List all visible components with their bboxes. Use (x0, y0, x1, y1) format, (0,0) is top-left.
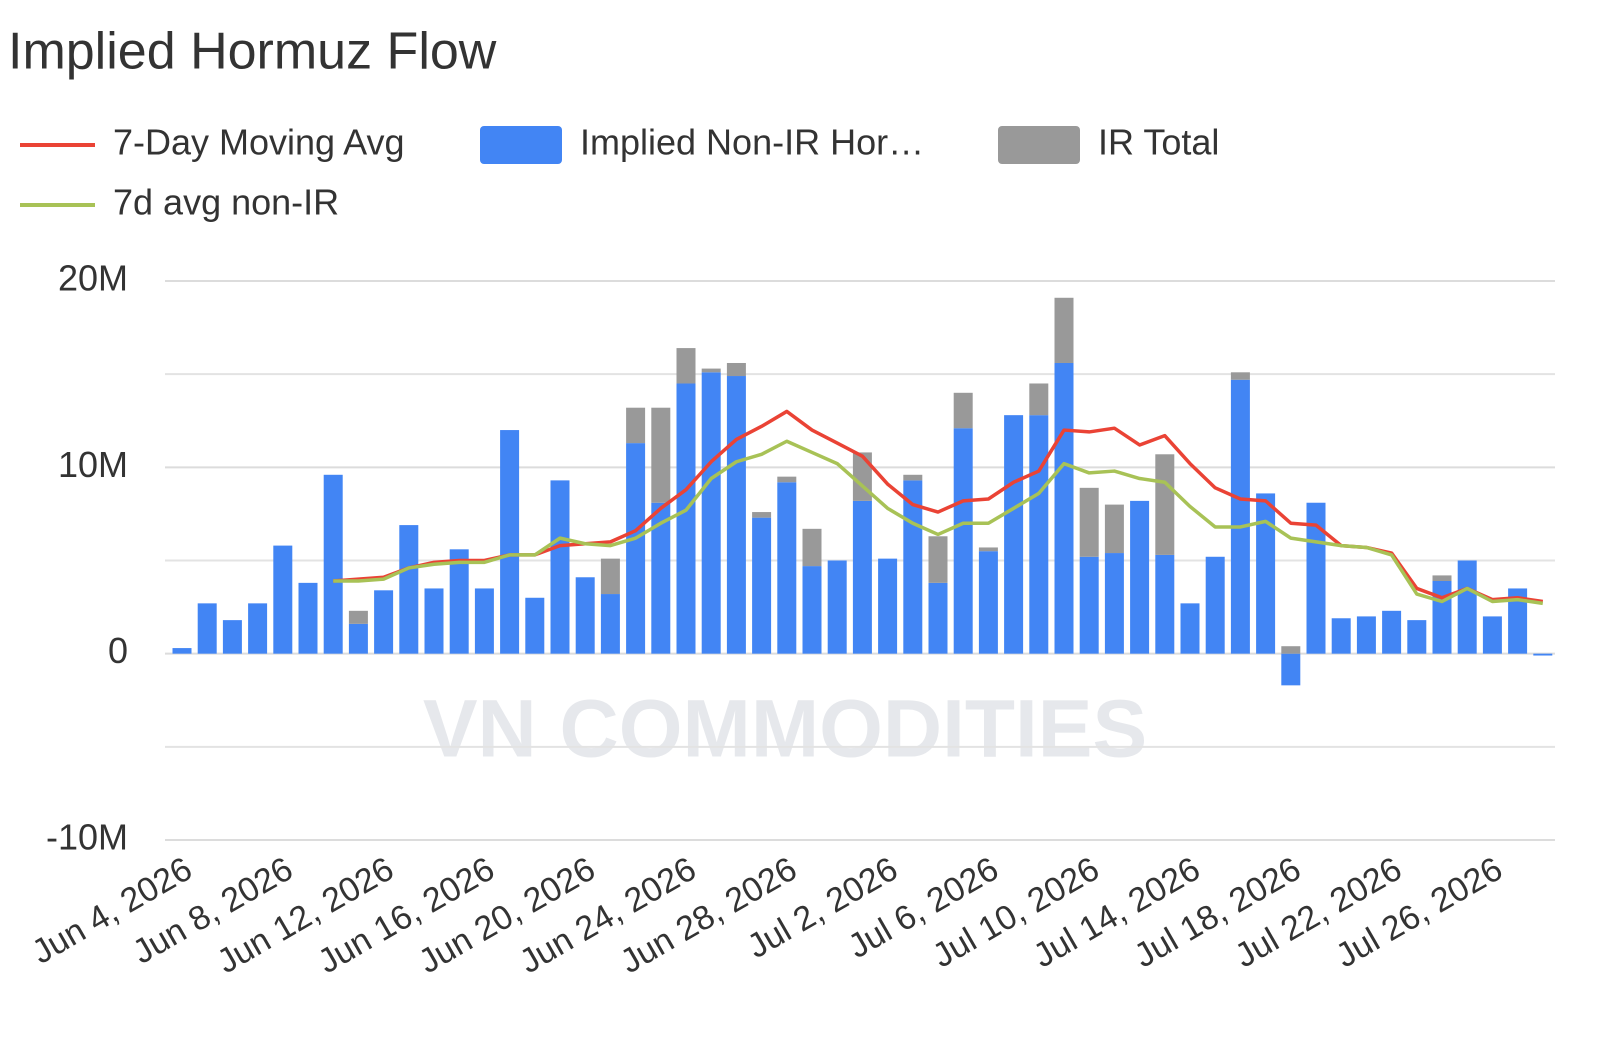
bar (348, 623, 368, 654)
bar (1281, 653, 1301, 686)
bar (1029, 383, 1049, 416)
legend-label: 7d avg non-IR (113, 182, 339, 223)
bar (752, 517, 772, 654)
bar (1533, 653, 1553, 656)
bar (222, 620, 242, 654)
legend-label: Implied Non-IR Hor… (580, 122, 924, 163)
bar (1256, 493, 1276, 654)
y-tick-label: -10M (46, 817, 128, 858)
bar (500, 430, 520, 654)
bar (1482, 616, 1502, 654)
y-tick-label: 10M (58, 444, 128, 485)
bar (1508, 588, 1528, 654)
bar (1104, 504, 1124, 554)
bar (1230, 372, 1250, 380)
bar (626, 443, 646, 654)
bar (172, 648, 192, 654)
bar (1155, 554, 1175, 654)
bar (1432, 575, 1452, 581)
bar (852, 500, 872, 654)
bar (777, 476, 797, 483)
bar (651, 502, 671, 654)
bar (1205, 556, 1225, 654)
bar (1230, 379, 1250, 654)
bar (298, 582, 318, 654)
bar (1104, 553, 1124, 654)
bar (474, 588, 494, 654)
bar (550, 480, 570, 654)
bar (953, 392, 973, 429)
bar (928, 536, 948, 583)
bar (1004, 415, 1024, 654)
y-tick-label: 20M (58, 258, 128, 299)
bar (248, 603, 268, 654)
bar (626, 407, 646, 444)
bar (928, 582, 948, 654)
bar (1054, 362, 1074, 654)
bar (802, 566, 822, 654)
bar (449, 549, 469, 654)
bar (752, 512, 772, 518)
bar (676, 383, 696, 654)
legend-swatch (480, 126, 562, 164)
bar (323, 474, 343, 654)
bar (575, 577, 595, 654)
bar (1331, 618, 1351, 654)
bar (903, 474, 923, 481)
bar (827, 560, 847, 654)
bar (1180, 603, 1200, 654)
bar (399, 525, 419, 654)
bar (726, 376, 746, 654)
bar (1155, 454, 1175, 555)
bar (600, 558, 620, 595)
bar (1079, 487, 1099, 557)
bar (374, 590, 394, 654)
y-tick-label: 0 (108, 630, 128, 671)
bar (726, 362, 746, 377)
bar (1054, 297, 1074, 363)
line (333, 439, 1544, 606)
bar (1432, 580, 1452, 654)
bar (197, 603, 217, 654)
bar (1407, 620, 1427, 654)
bar (651, 407, 671, 503)
bar (878, 558, 898, 654)
bar (978, 547, 998, 552)
watermark: VN COMMODITIES (423, 684, 1147, 775)
bar (701, 368, 721, 373)
legend-label: IR Total (1098, 122, 1219, 163)
bar (1382, 610, 1402, 654)
bar (1079, 556, 1099, 654)
bar (1281, 646, 1301, 654)
bar (424, 588, 444, 654)
bar (978, 551, 998, 654)
bar (1457, 560, 1477, 654)
bar (953, 428, 973, 654)
bar (1130, 500, 1150, 654)
legend-swatch (998, 126, 1080, 164)
bar (1356, 616, 1376, 654)
bar (802, 528, 822, 567)
bar (676, 348, 696, 384)
legend-label: 7-Day Moving Avg (113, 122, 404, 163)
bar (777, 482, 797, 654)
bar (348, 610, 368, 624)
bar (600, 594, 620, 654)
bar (701, 372, 721, 654)
chart-title: Implied Hormuz Flow (8, 23, 497, 81)
bar (525, 597, 545, 654)
bar (273, 545, 293, 654)
bar (1029, 415, 1049, 654)
